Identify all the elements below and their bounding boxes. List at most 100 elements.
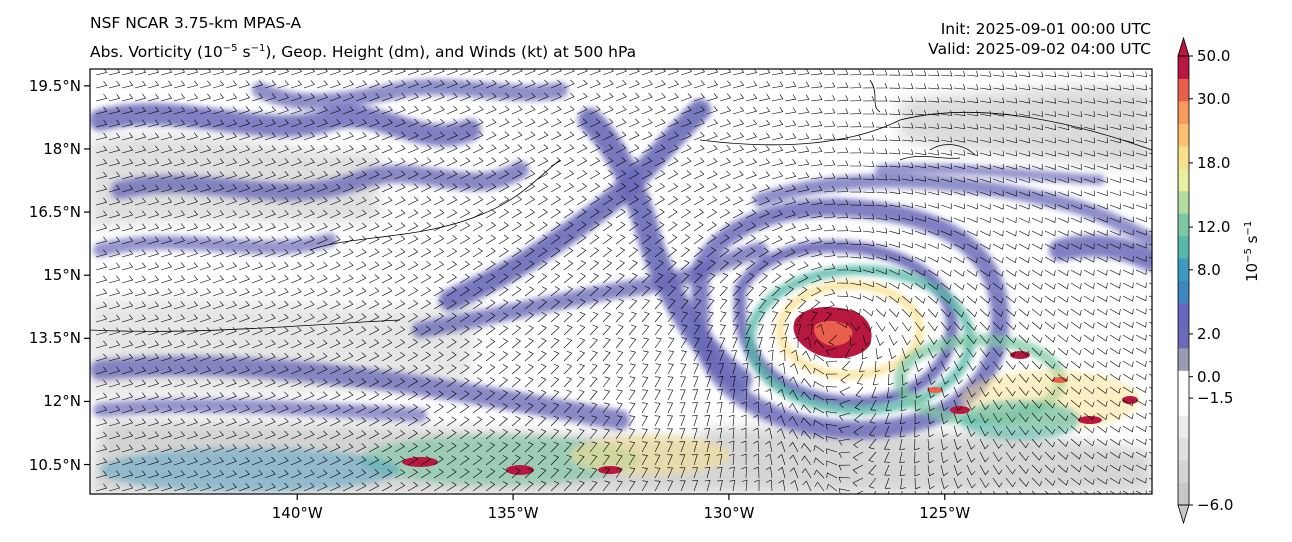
wind-barb <box>901 242 913 249</box>
wind-barb <box>290 261 302 271</box>
colorbar-segment <box>1178 100 1189 124</box>
wind-barb <box>511 195 523 206</box>
wind-barb <box>927 308 939 318</box>
wind-barb <box>940 189 952 196</box>
wind-barb <box>511 468 521 479</box>
wind-barb <box>1083 386 1095 395</box>
wind-barb <box>225 119 238 128</box>
wind-barb <box>745 158 757 167</box>
wind-barb <box>758 145 771 154</box>
wind-barb <box>121 301 134 310</box>
wind-barb <box>524 247 535 258</box>
wind-barb <box>446 468 457 479</box>
wind-barb <box>225 288 237 297</box>
wind-barb <box>979 425 989 437</box>
wind-barb <box>589 350 598 362</box>
wind-barb <box>1005 321 1017 331</box>
wind-barb <box>264 391 276 401</box>
wind-barb <box>1018 373 1029 383</box>
wind-barb <box>1109 111 1122 117</box>
wind-barb <box>485 299 496 310</box>
wind-barb <box>875 201 888 207</box>
wind-barb <box>914 360 923 373</box>
wind-barb <box>771 94 784 102</box>
wind-barb <box>550 480 560 492</box>
wind-barb <box>1070 399 1082 408</box>
wind-barb <box>472 468 483 479</box>
wind-barb <box>381 365 393 375</box>
wind-barb <box>1057 243 1069 250</box>
wind-barb <box>1018 477 1029 487</box>
wind-barb <box>1018 399 1029 410</box>
wind-barb <box>979 321 991 331</box>
wind-barb <box>840 373 851 384</box>
wind-barb <box>704 480 711 492</box>
wind-barb <box>160 171 173 180</box>
wind-barb <box>368 209 380 219</box>
wind-barb <box>771 235 783 245</box>
wind-barb <box>979 334 990 344</box>
wind-barb <box>1135 203 1147 210</box>
wind-barb <box>550 299 560 310</box>
wind-barb <box>433 196 445 206</box>
wind-barb <box>654 170 666 180</box>
wind-barb <box>1044 217 1056 223</box>
wind-barb <box>329 261 341 271</box>
wind-barb <box>777 453 786 466</box>
wind-barb <box>472 170 484 180</box>
wind-barb <box>108 80 121 89</box>
wind-barb <box>199 405 211 414</box>
wind-barb <box>108 106 121 115</box>
wind-barb <box>979 71 992 77</box>
wind-barb <box>615 376 624 388</box>
wind-barb <box>537 312 547 323</box>
wind-barb <box>769 336 775 349</box>
wind-barb <box>602 169 614 180</box>
wind-barb <box>771 69 784 76</box>
wind-barb <box>264 248 276 258</box>
wind-barb <box>718 350 725 362</box>
wind-barb <box>394 248 406 258</box>
wind-barb <box>1057 373 1069 382</box>
wind-barb <box>602 480 611 492</box>
wind-barb <box>134 158 147 167</box>
wind-barb <box>602 363 611 375</box>
wind-barb <box>745 298 754 310</box>
wind-barb <box>776 428 786 440</box>
wind-barb <box>719 196 731 206</box>
wind-barb <box>745 93 758 102</box>
wind-barb <box>251 210 263 219</box>
wind-barb <box>264 80 277 89</box>
wind-barb <box>862 174 875 180</box>
wind-barb <box>420 429 431 440</box>
wind-barb <box>914 399 921 412</box>
wind-barb <box>303 404 315 414</box>
wind-barb <box>563 92 575 102</box>
wind-barb <box>251 223 263 232</box>
wind-barb <box>836 108 849 115</box>
colorbar-unit-mid: s <box>1243 235 1261 249</box>
wind-barb <box>134 405 147 414</box>
wind-barb <box>1122 176 1134 183</box>
wind-barb <box>277 145 289 154</box>
wind-barb <box>628 376 636 388</box>
wind-barb <box>992 269 1004 277</box>
wind-barb <box>95 327 108 336</box>
wind-barb <box>472 351 483 362</box>
wind-barb <box>992 84 1005 91</box>
wind-barb <box>641 480 649 492</box>
wind-barb <box>225 158 238 167</box>
wind-barb <box>563 454 572 466</box>
wind-barb <box>160 249 173 258</box>
wind-barb <box>849 226 862 232</box>
wind-barb <box>628 467 636 479</box>
wind-barb <box>1109 412 1121 420</box>
wind-barb <box>1044 412 1056 422</box>
wind-barb <box>524 454 534 466</box>
wind-barb <box>729 375 736 388</box>
wind-barb <box>264 132 276 141</box>
wind-barb <box>329 183 341 193</box>
wind-barb <box>459 481 470 492</box>
wind-barb <box>615 467 623 479</box>
wind-barb <box>771 158 784 167</box>
